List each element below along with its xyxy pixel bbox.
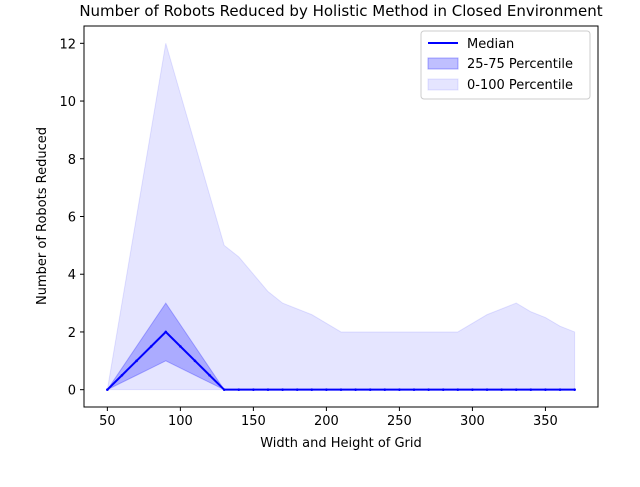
median-point [558, 388, 562, 391]
median-point [310, 388, 314, 391]
median-point [514, 388, 518, 391]
median-point [149, 345, 153, 348]
median-point [120, 373, 124, 377]
y-tick-label: 10 [59, 95, 76, 110]
median-point [266, 388, 270, 391]
y-tick-label: 0 [68, 384, 76, 399]
median-point [222, 388, 226, 391]
legend-range-swatch [427, 78, 459, 91]
median-point [339, 388, 343, 391]
median-point [164, 330, 168, 334]
median-point [412, 388, 416, 391]
chart-title: Number of Robots Reduced by Holistic Met… [79, 2, 602, 20]
legend-frame [420, 30, 591, 100]
median-point [325, 388, 328, 391]
median-point [354, 388, 357, 391]
median-point [295, 388, 299, 391]
legend-iqr-label: 25-75 Percentile [467, 57, 573, 72]
x-tick-label: 250 [387, 414, 412, 429]
x-tick-label: 100 [168, 414, 193, 429]
x-axis-label: Width and Height of Grid [260, 436, 422, 451]
y-tick-label: 4 [68, 268, 76, 283]
median-point [179, 345, 182, 348]
median-point [281, 388, 284, 391]
legend-range-label: 0-100 Percentile [467, 78, 573, 93]
x-tick-label: 200 [314, 414, 339, 429]
median-point [544, 388, 547, 391]
y-axis-label: Number of Robots Reduced [35, 127, 50, 305]
median-point [237, 388, 241, 391]
y-tick-label: 2 [68, 326, 76, 341]
median-point [398, 388, 401, 391]
median-point [441, 388, 445, 391]
legend-median-label: Median [467, 37, 514, 52]
median-point [427, 388, 430, 391]
median-point [456, 388, 460, 391]
y-tick-label: 8 [68, 153, 76, 168]
x-tick-label: 150 [241, 414, 266, 429]
median-point [368, 388, 372, 391]
y-tick-label: 6 [68, 211, 76, 226]
median-point [193, 359, 197, 363]
median-point [485, 388, 489, 391]
median-point [106, 388, 109, 391]
median-point [252, 388, 255, 391]
legend: Median 25-75 Percentile 0-100 Percentile [420, 30, 591, 100]
median-point [573, 388, 576, 391]
median-point [500, 388, 503, 391]
y-tick-label: 12 [59, 37, 76, 52]
median-point [471, 388, 474, 391]
legend-iqr-swatch [427, 57, 459, 70]
median-point [135, 359, 138, 363]
median-point [208, 373, 211, 377]
x-tick-label: 50 [99, 414, 116, 429]
median-point [529, 388, 533, 391]
median-point [383, 388, 387, 391]
x-tick-label: 350 [533, 414, 558, 429]
x-tick-label: 300 [460, 414, 485, 429]
